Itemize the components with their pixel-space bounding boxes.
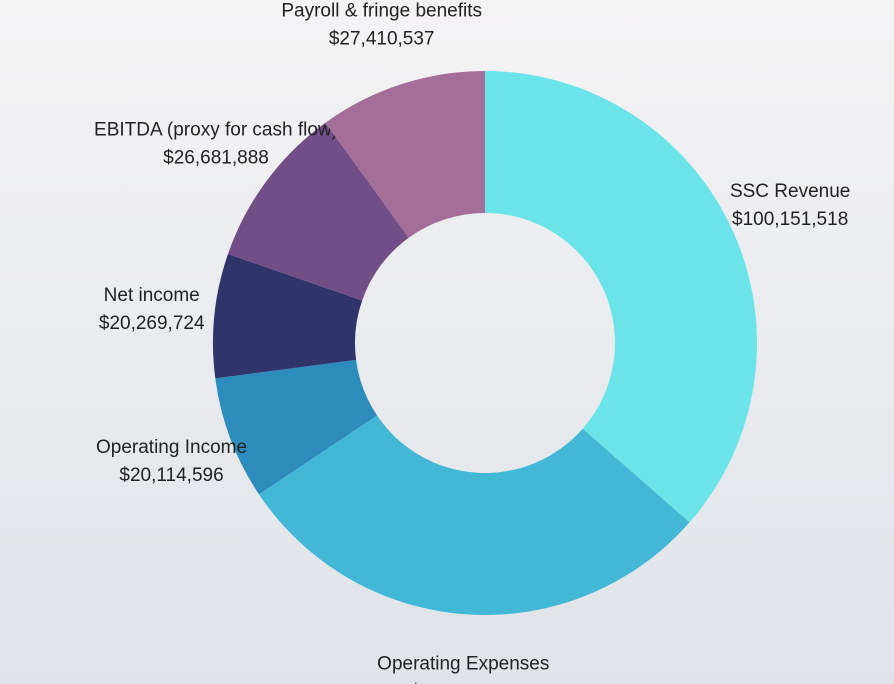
donut-slice — [227, 122, 409, 301]
slice-value: $80,036,922 — [410, 681, 516, 684]
donut-slice — [325, 71, 485, 238]
slice-label: Net income — [104, 285, 200, 306]
donut-slice — [215, 359, 378, 495]
slice-value: $26,681,888 — [163, 147, 269, 168]
slice-value: $100,151,518 — [732, 209, 848, 230]
slice-label: Payroll & fringe benefits — [281, 0, 482, 21]
slice-value: $27,410,537 — [329, 28, 435, 49]
donut-slice — [212, 253, 363, 379]
slice-value: $20,114,596 — [119, 465, 223, 486]
donut-slice — [259, 415, 690, 615]
slice-value: $20,269,724 — [99, 313, 205, 334]
slice-label: Operating Expenses — [377, 653, 549, 674]
slice-label: Operating Income — [96, 437, 247, 458]
slice-label: SSC Revenue — [730, 181, 850, 202]
donut-slice — [485, 71, 758, 523]
slice-label: EBITDA (proxy for cash flow) — [94, 119, 338, 140]
